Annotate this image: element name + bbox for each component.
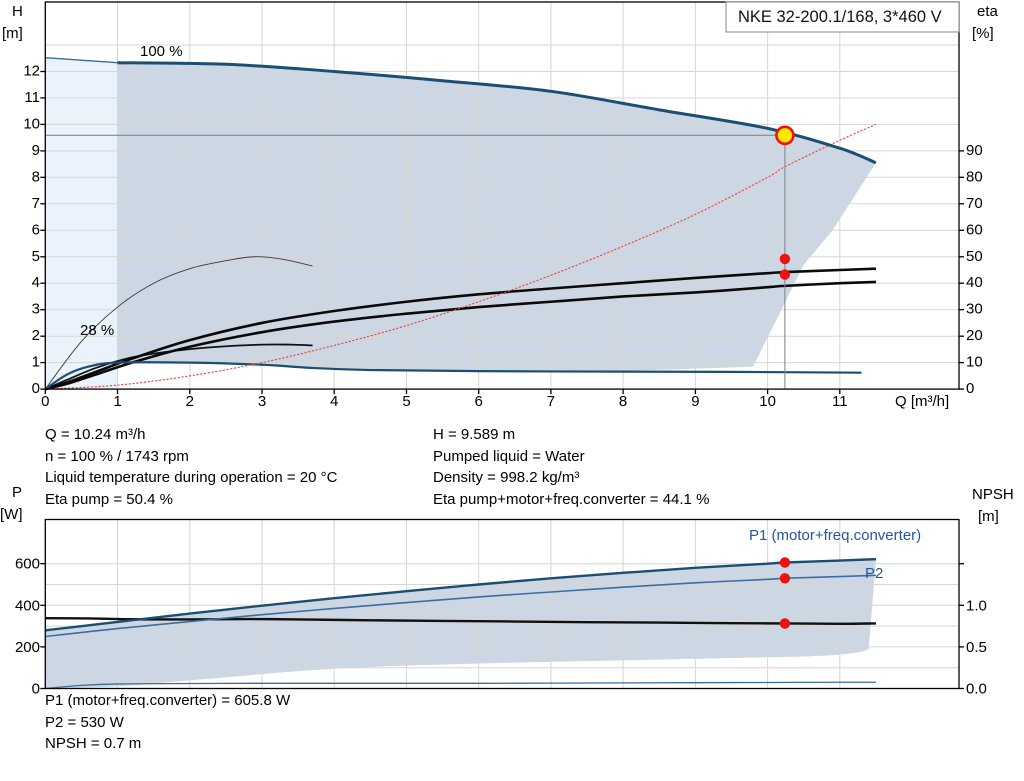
svg-text:4: 4 xyxy=(32,274,40,291)
svg-text:1: 1 xyxy=(32,354,40,371)
svg-text:0: 0 xyxy=(966,380,974,397)
svg-text:6: 6 xyxy=(32,221,40,238)
svg-text:11: 11 xyxy=(832,393,848,410)
svg-text:9: 9 xyxy=(691,393,699,410)
svg-text:P2: P2 xyxy=(865,565,883,582)
svg-text:[m]: [m] xyxy=(978,508,999,525)
svg-text:4: 4 xyxy=(330,393,338,410)
svg-text:3: 3 xyxy=(32,301,40,318)
svg-text:10: 10 xyxy=(966,354,983,371)
svg-text:0.5: 0.5 xyxy=(966,639,987,656)
svg-text:28 %: 28 % xyxy=(80,322,114,339)
svg-text:10: 10 xyxy=(23,115,40,132)
svg-text:1: 1 xyxy=(113,393,121,410)
svg-text:600: 600 xyxy=(15,556,40,573)
svg-text:[%]: [%] xyxy=(972,25,994,42)
svg-text:100 %: 100 % xyxy=(140,43,183,60)
svg-text:NPSH: NPSH xyxy=(972,486,1014,503)
svg-text:Q [m³/h]: Q [m³/h] xyxy=(895,393,949,410)
svg-text:1.0: 1.0 xyxy=(966,597,987,614)
svg-text:60: 60 xyxy=(966,221,983,238)
svg-text:8: 8 xyxy=(619,393,627,410)
svg-text:P1 (motor+freq.converter): P1 (motor+freq.converter) xyxy=(749,527,921,544)
svg-text:8: 8 xyxy=(32,168,40,185)
svg-text:0.0: 0.0 xyxy=(966,681,987,698)
svg-text:70: 70 xyxy=(966,195,983,212)
svg-text:NKE 32-200.1/168, 3*460 V: NKE 32-200.1/168, 3*460 V xyxy=(738,8,942,26)
svg-text:12: 12 xyxy=(23,63,40,80)
svg-text:20: 20 xyxy=(966,327,983,344)
svg-text:2: 2 xyxy=(32,327,40,344)
svg-text:3: 3 xyxy=(258,393,266,410)
svg-text:90: 90 xyxy=(966,142,983,159)
svg-text:7: 7 xyxy=(32,195,40,212)
svg-text:10: 10 xyxy=(759,393,776,410)
svg-text:400: 400 xyxy=(15,597,40,614)
svg-text:50: 50 xyxy=(966,248,983,265)
svg-text:[W]: [W] xyxy=(0,506,23,523)
svg-text:9: 9 xyxy=(32,142,40,159)
svg-text:40: 40 xyxy=(966,274,983,291)
svg-text:2: 2 xyxy=(186,393,194,410)
svg-text:5: 5 xyxy=(32,248,40,265)
svg-text:6: 6 xyxy=(475,393,483,410)
svg-text:H: H xyxy=(12,3,23,20)
svg-text:5: 5 xyxy=(402,393,410,410)
svg-text:0: 0 xyxy=(32,380,40,397)
svg-text:80: 80 xyxy=(966,168,983,185)
svg-text:0: 0 xyxy=(41,393,49,410)
svg-text:0: 0 xyxy=(32,681,40,698)
svg-text:200: 200 xyxy=(15,639,40,656)
svg-text:P: P xyxy=(12,484,22,501)
svg-text:11: 11 xyxy=(24,89,40,106)
svg-text:30: 30 xyxy=(966,301,983,318)
svg-text:[m]: [m] xyxy=(2,25,23,42)
svg-text:eta: eta xyxy=(977,3,999,20)
svg-text:7: 7 xyxy=(547,393,555,410)
